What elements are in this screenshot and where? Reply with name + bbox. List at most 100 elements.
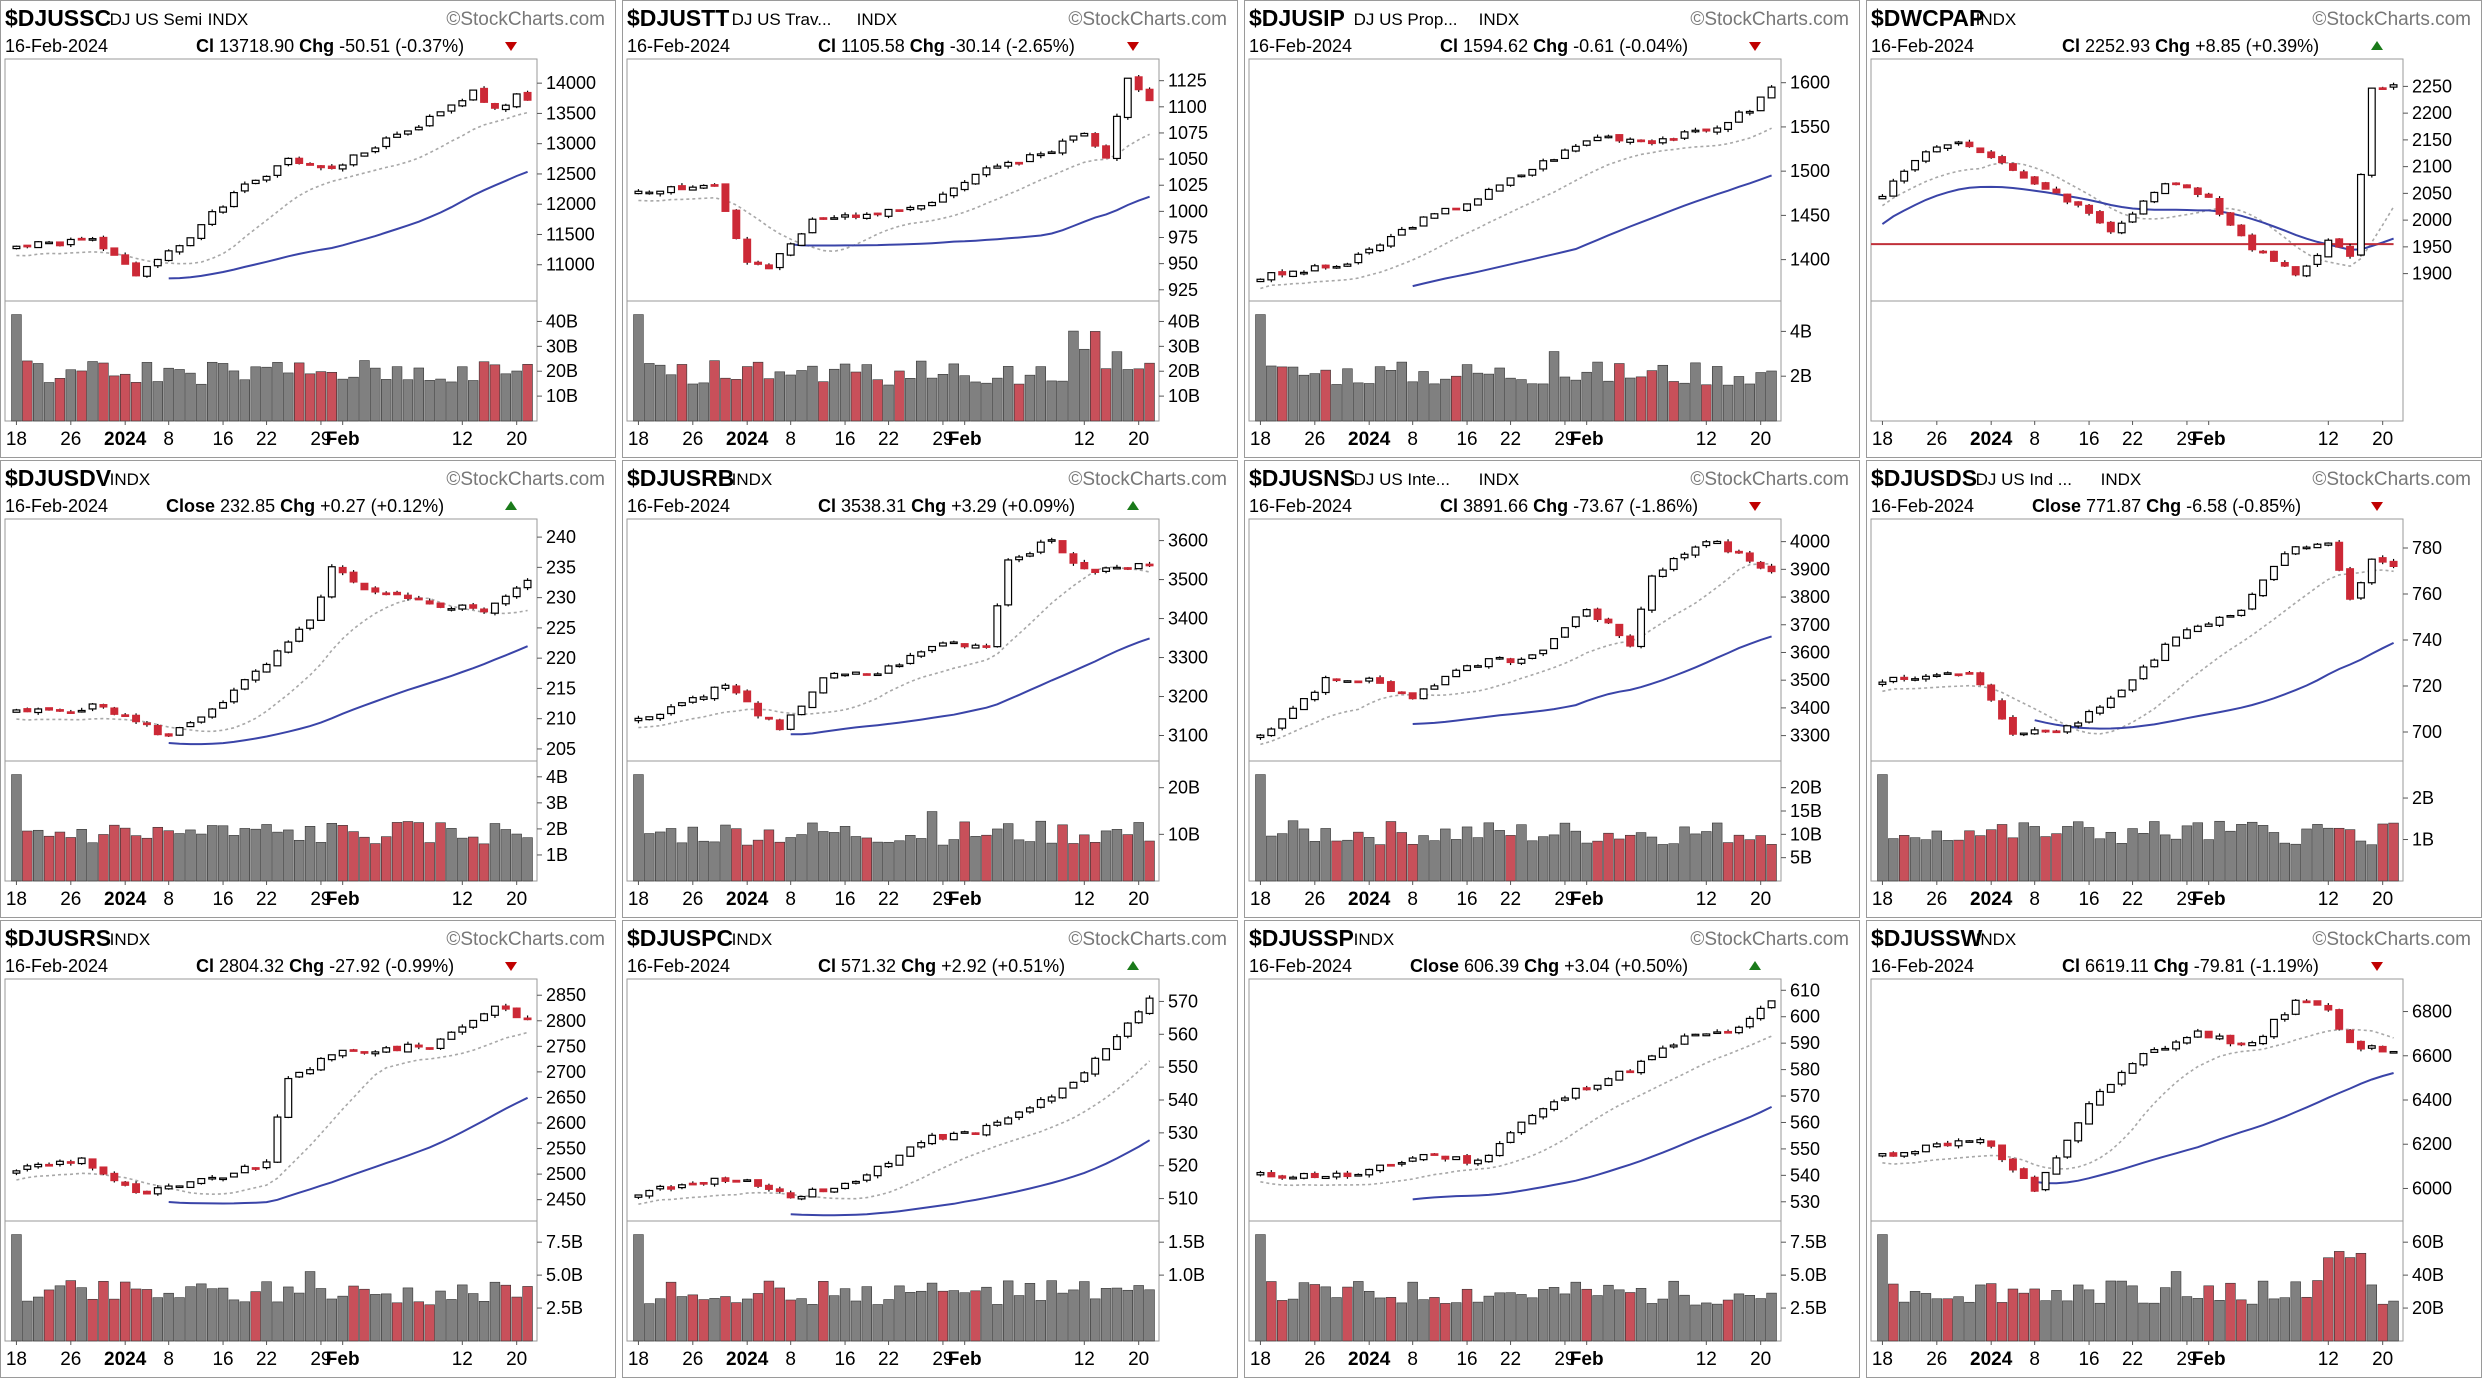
candle (1954, 1138, 1963, 1149)
volume-bar (1711, 822, 1723, 882)
volume-bar (1690, 833, 1701, 882)
x-tick-label: 26 (60, 1349, 81, 1370)
candle (1463, 203, 1472, 212)
volume-bar (970, 381, 981, 422)
volume-bar (141, 837, 153, 882)
candle (2389, 1050, 2398, 1054)
candle (1767, 85, 1776, 99)
candle (164, 733, 173, 737)
candle (1015, 161, 1024, 166)
volume-bar (1722, 384, 1734, 422)
x-tick-label: 29 (1554, 429, 1575, 450)
volume-bar (2149, 1302, 2160, 1342)
candle (1419, 216, 1428, 227)
chart-panel-djussc[interactable]: $DJUSSC DJ US Semi INDX ©StockCharts.com 16-… (0, 0, 616, 458)
price-tick-label: 1075 (1168, 123, 1208, 143)
price-tick-label: 3300 (1168, 648, 1208, 668)
volume-bar (1046, 380, 1057, 422)
x-tick-label: 26 (1926, 429, 1947, 450)
candle (403, 1041, 412, 1053)
candle (1767, 563, 1776, 574)
volume-bar (839, 363, 851, 422)
candle (197, 224, 206, 241)
volume-bar (654, 1298, 666, 1342)
x-tick-label: 22 (2122, 889, 2143, 910)
volume-bar (2290, 843, 2301, 882)
volume-tick-label: 20B (2412, 1298, 2444, 1318)
candle (132, 1181, 141, 1194)
candle (512, 585, 521, 599)
candle (754, 1179, 763, 1188)
candle (873, 672, 882, 677)
candle (1560, 627, 1569, 638)
price-tick-label: 3700 (1790, 615, 1830, 635)
volume-bar (1461, 826, 1473, 882)
chart-panel-djusrs[interactable]: $DJUSRS INDX ©StockCharts.com 16-Feb-2024 Cl… (0, 920, 616, 1378)
chart-panel-djussw[interactable]: $DJUSSW INDX ©StockCharts.com 16-Feb-2024 Cl… (1866, 920, 2482, 1378)
volume-bar (1701, 1302, 1712, 1342)
volume-bar (981, 834, 992, 882)
x-tick-label: 26 (682, 1349, 703, 1370)
volume-bar (1024, 841, 1036, 882)
volume-bar (2192, 1298, 2204, 1342)
candle (1123, 77, 1132, 120)
x-tick-label: 22 (2122, 1349, 2143, 1370)
price-tick-label: 3900 (1790, 559, 1830, 579)
candle (1702, 128, 1711, 133)
source-watermark: ©StockCharts.com (2312, 9, 2471, 30)
symbol-label: $DJUSSW (1871, 925, 1982, 951)
chart-panel-djusip[interactable]: $DJUSIP DJ US Prop... INDX ©StockCharts.com… (1244, 0, 1860, 458)
volume-bar (1331, 840, 1342, 882)
source-watermark: ©StockCharts.com (1068, 469, 1227, 490)
candle (1878, 1153, 1887, 1158)
volume-bar (109, 375, 120, 422)
price-tick-label: 2700 (546, 1062, 586, 1082)
candle (1441, 207, 1450, 215)
price-tick-label: 530 (1168, 1123, 1198, 1143)
chart-panel-djusds[interactable]: $DJUSDS DJ US Ind ... INDX ©StockCharts.com… (1866, 460, 2482, 918)
candle (2172, 182, 2181, 186)
candle (688, 185, 697, 191)
x-tick-label: Feb (2192, 429, 2226, 450)
chart-panel-djusdv[interactable]: $DJUSDV INDX ©StockCharts.com 16-Feb-2024 Cl… (0, 460, 616, 918)
volume-bar (741, 366, 753, 422)
volume-bar (2312, 824, 2323, 882)
chart-panel-dwcpap[interactable]: $DWCPAP INDX ©StockCharts.com 16-Feb-2024 Cl… (1866, 0, 2482, 458)
candle (1658, 1045, 1667, 1058)
x-tick-label: 29 (2176, 889, 2197, 910)
volume-bar (1744, 383, 1756, 422)
volume-bar (1024, 1283, 1036, 1342)
volume-bar (828, 1295, 840, 1342)
chart-panel-djustt[interactable]: $DJUSTT DJ US Trav... INDX ©StockCharts.com… (622, 0, 1238, 458)
volume-bar (1996, 824, 2008, 882)
candle (1321, 264, 1330, 270)
date-label: 16-Feb-2024 (1871, 36, 1974, 56)
volume-bar (1089, 331, 1101, 422)
candle (743, 1178, 752, 1182)
ma-fast-line (16, 1031, 528, 1196)
candle (2367, 558, 2376, 585)
volume-bar (2170, 1271, 2182, 1342)
x-tick-label: 2024 (1970, 889, 2013, 910)
chart-panel-djusrb[interactable]: $DJUSRB INDX ©StockCharts.com 16-Feb-2024 Cl… (622, 460, 1238, 918)
candle (382, 1045, 391, 1054)
volume-bar (413, 822, 425, 882)
candle (371, 586, 380, 595)
chart-panel-djuspc[interactable]: $DJUSPC INDX ©StockCharts.com 16-Feb-2024 Cl… (622, 920, 1238, 1378)
index-name: DJ US Prop... (1354, 10, 1458, 29)
candle (1047, 537, 1056, 544)
chart-panel-djusns[interactable]: $DJUSNS DJ US Inte... INDX ©StockCharts.com… (1244, 460, 1860, 918)
volume-bar (644, 833, 655, 882)
candle (1637, 139, 1646, 143)
chart-panel-djussp[interactable]: $DJUSSP INDX ©StockCharts.com 16-Feb-2024 Cl… (1244, 920, 1860, 1378)
candle (77, 707, 86, 713)
volume-bar (2290, 1281, 2301, 1342)
volume-bar (883, 841, 894, 882)
candle (895, 209, 904, 212)
volume-bar (2018, 1292, 2030, 1342)
x-tick-label: 29 (932, 1349, 953, 1370)
candle (142, 265, 151, 278)
candle (1267, 1170, 1276, 1178)
candle (2139, 200, 2148, 215)
candle (2182, 1036, 2191, 1045)
